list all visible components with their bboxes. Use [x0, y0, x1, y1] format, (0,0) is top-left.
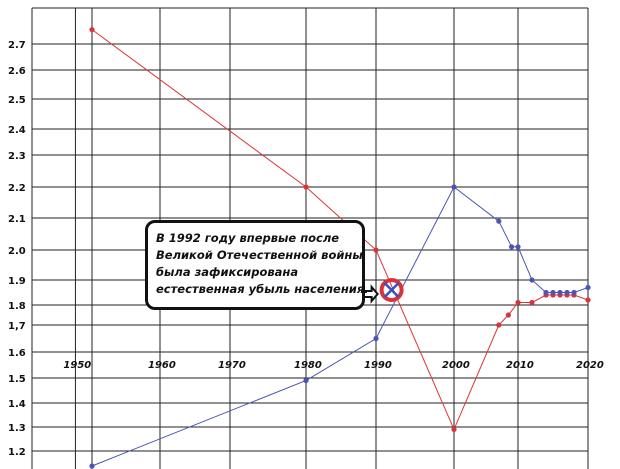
y-tick-label-2.6: 2.6 — [8, 66, 26, 77]
series-2-point-7 — [515, 244, 521, 250]
annotation-line-4: естественная убыль населения. — [156, 282, 369, 296]
x-tick-label-2010: 2010 — [506, 360, 534, 371]
x-tick-label-1950: 1950 — [63, 360, 91, 371]
series-2-point-12 — [564, 289, 570, 296]
y-tick-label-1.4: 1.4 — [8, 399, 26, 410]
chart-grid — [31, 7, 589, 469]
series-1-point-5 — [496, 322, 502, 328]
series-2-point-14 — [585, 284, 591, 291]
series-2-point-9 — [543, 289, 549, 296]
series-2-point-1 — [89, 463, 95, 469]
series-1-point-7 — [515, 299, 521, 306]
crossover-marker — [379, 278, 404, 302]
y-tick-label-2.3: 2.3 — [8, 151, 26, 162]
series-2-point-11 — [557, 289, 563, 296]
series-1-point-2 — [303, 184, 309, 190]
chart-series — [89, 27, 591, 469]
series-1-point-8 — [529, 299, 535, 306]
series-2-point-4 — [451, 184, 457, 190]
y-tick-label-2.2: 2.2 — [8, 183, 26, 194]
y-tick-label-1.6: 1.6 — [8, 348, 26, 359]
series-2-point-10 — [550, 289, 556, 296]
annotation-line-1: В 1992 году впервые после — [156, 231, 340, 245]
x-tick-label-1960: 1960 — [148, 360, 176, 371]
y-tick-label-2.0: 2.0 — [8, 246, 26, 257]
y-tick-label-1.9: 1.9 — [8, 276, 26, 287]
series-2-point-3 — [373, 335, 379, 342]
annotation-line-2: Великой Отечественной войны — [156, 248, 363, 262]
x-tick-label-2000: 2000 — [442, 360, 470, 371]
crossover-circle — [379, 278, 404, 302]
x-axis-ticks: 1950 1960 1970 1980 1990 2000 2010 2020 — [63, 360, 603, 371]
series-1-point-1 — [89, 27, 95, 33]
y-tick-label-1.8: 1.8 — [8, 301, 26, 312]
series-2-point-13 — [571, 289, 577, 296]
y-tick-label-2.5: 2.5 — [8, 95, 26, 106]
series-1-point-4 — [451, 426, 457, 432]
y-tick-label-1.5: 1.5 — [8, 374, 26, 385]
series-2-point-2 — [303, 377, 309, 384]
y-tick-label-1,7: 1,7 — [8, 321, 26, 332]
annotation-callout: В 1992 году впервые после Великой Отечес… — [145, 220, 369, 310]
y-tick-label-2.4: 2.4 — [8, 125, 26, 136]
series-1-point-14 — [585, 297, 591, 303]
x-tick-label-2020: 2020 — [576, 360, 604, 371]
y-tick-label-2.7: 2.7 — [8, 40, 26, 51]
y-tick-label-1.2: 1.2 — [8, 447, 26, 458]
series-2-point-5 — [496, 218, 502, 224]
y-tick-label-1.3: 1.3 — [8, 423, 26, 434]
x-tick-label-1990: 1990 — [364, 360, 392, 371]
series-1-point-3 — [373, 247, 379, 253]
x-tick-label-1970: 1970 — [218, 360, 246, 371]
series-1-point-6 — [505, 312, 511, 318]
y-axis-ticks: 2.7 2.6 2.5 2.4 2.3 2.2 2.1 2.0 1.9 1.8 1,7 1.6 1.5 1… — [8, 40, 26, 458]
crossover-cross-b — [383, 282, 400, 298]
annotation-line-3: была зафиксирована — [156, 265, 299, 279]
y-tick-label-2.1: 2.1 — [8, 214, 26, 225]
series-2-point-6 — [509, 244, 515, 250]
x-tick-label-1980: 1980 — [294, 360, 322, 371]
series-2-point-8 — [529, 277, 535, 283]
